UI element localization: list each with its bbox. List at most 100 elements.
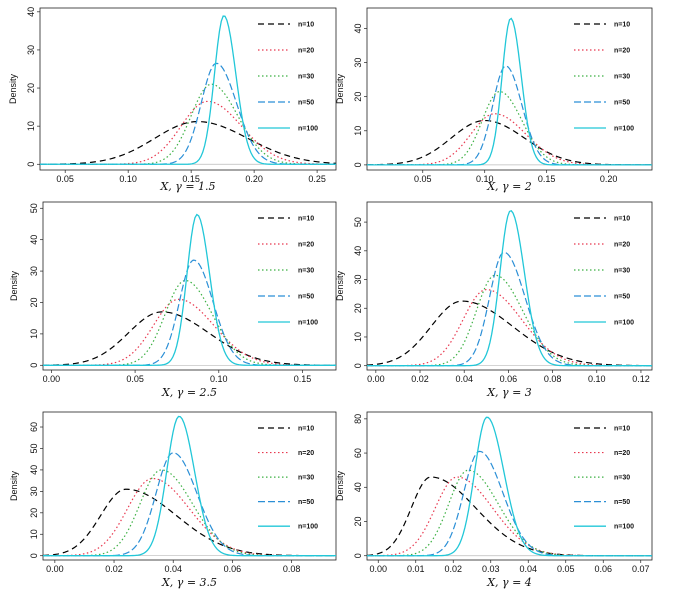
plot-frame <box>42 411 337 561</box>
y-tick-label: 10 <box>29 529 39 539</box>
x-tick-label: 0.05 <box>126 374 144 384</box>
density-curve-n100 <box>43 415 336 557</box>
y-axis-label: Density <box>8 73 18 104</box>
legend-label-n100: n=100 <box>614 320 634 327</box>
x-tick-label: 0.15 <box>294 374 312 384</box>
y-axis-label: Density <box>335 470 345 501</box>
x-tick-label: 0.04 <box>519 564 537 574</box>
density-panel-2: 0.05 0.10 0.15 0.20 0 10 20 30 40 Density X, γ = 2… <box>335 7 653 193</box>
density-curve-n100 <box>367 17 652 166</box>
legend-label-n30: n=30 <box>298 268 314 275</box>
legend-label-n20: n=20 <box>614 242 630 249</box>
legend-label-n20: n=20 <box>298 242 314 249</box>
legend-label-n10: n=10 <box>298 22 314 29</box>
x-axis-label: X, γ = 3 <box>486 386 532 399</box>
density-curve-n30 <box>367 274 652 367</box>
legend-label-n100: n=100 <box>298 126 318 133</box>
y-tick-label: 10 <box>29 329 39 339</box>
plot-frame <box>39 7 337 171</box>
x-tick-label: 0.02 <box>411 374 429 384</box>
plot-frame <box>42 201 337 371</box>
y-tick-label: 0 <box>353 162 363 167</box>
x-tick-label: 0.10 <box>476 174 494 184</box>
x-tick-label: 0.02 <box>105 564 123 574</box>
x-tick-label: 0.12 <box>632 374 650 384</box>
density-panel-1: 0.05 0.10 0.15 0.20 0.25 0 10 20 30 40 Density X, γ… <box>8 7 337 193</box>
x-axis-label: X, γ = 1.5 <box>159 180 215 193</box>
legend-label-n10: n=10 <box>614 426 630 433</box>
y-tick-label: 10 <box>353 126 363 136</box>
x-tick-label: 0.25 <box>308 174 326 184</box>
density-curve-n20 <box>43 477 336 557</box>
density-curve-n10 <box>367 300 652 367</box>
y-axis-label: Density <box>335 73 345 104</box>
y-tick-label: 80 <box>353 414 363 424</box>
legend-label-n10: n=10 <box>298 216 314 223</box>
legend-label-n10: n=10 <box>614 22 630 29</box>
density-curve-n100 <box>367 210 652 367</box>
legend-label-n20: n=20 <box>614 48 630 55</box>
x-tick-label: 0.15 <box>538 174 556 184</box>
x-axis-label: X, γ = 4 <box>486 576 532 589</box>
y-tick-label: 60 <box>29 422 39 432</box>
legend-label-n30: n=30 <box>614 475 630 482</box>
x-tick-label: 0.10 <box>588 374 606 384</box>
y-tick-label: 0 <box>29 363 39 368</box>
x-tick-label: 0.20 <box>600 174 618 184</box>
y-tick-label: 10 <box>26 121 36 131</box>
x-tick-label: 0.00 <box>46 564 64 574</box>
legend-label-n20: n=20 <box>298 450 314 457</box>
x-tick-label: 0.07 <box>632 564 650 574</box>
density-curve-n50 <box>367 450 652 557</box>
density-curve-n100 <box>43 213 336 366</box>
legend-label-n50: n=50 <box>614 100 630 107</box>
y-tick-label: 0 <box>353 553 363 558</box>
density-curve-n20 <box>43 298 336 366</box>
legend-label-n100: n=100 <box>298 524 318 531</box>
legend-label-n10: n=10 <box>298 426 314 433</box>
plot-frame <box>366 411 653 561</box>
density-curve-n10 <box>367 119 652 166</box>
density-curve-n30 <box>43 279 336 366</box>
x-tick-label: 0.08 <box>544 374 562 384</box>
plot-frame <box>366 7 653 171</box>
y-tick-label: 30 <box>29 266 39 276</box>
y-tick-label: 50 <box>353 217 363 227</box>
density-curve-n50 <box>43 452 336 557</box>
density-curve-n20 <box>367 113 652 166</box>
legend-label-n30: n=30 <box>298 475 314 482</box>
x-tick-label: 0.06 <box>500 374 518 384</box>
legend-label-n50: n=50 <box>298 100 314 107</box>
legend-label-n10: n=10 <box>614 216 630 223</box>
y-tick-label: 40 <box>26 7 36 17</box>
y-tick-label: 0 <box>353 363 363 368</box>
legend-label-n30: n=30 <box>614 74 630 81</box>
y-axis-label: Density <box>335 270 345 301</box>
legend-label-n30: n=30 <box>614 268 630 275</box>
density-curve-n50 <box>367 65 652 166</box>
legend-label-n50: n=50 <box>298 499 314 506</box>
legend-label-n20: n=20 <box>614 450 630 457</box>
y-tick-label: 60 <box>353 448 363 458</box>
legend-label-n100: n=100 <box>614 126 634 133</box>
plot-frame <box>366 201 653 371</box>
density-panel-4: 0.00 0.02 0.04 0.06 0.08 0.10 0.12 0 10 20 30 40 50 D… <box>335 201 653 399</box>
density-curve-n30 <box>40 83 336 165</box>
density-curve-n50 <box>367 251 652 367</box>
x-tick-label: 0.03 <box>482 564 500 574</box>
x-tick-label: 0.06 <box>224 564 242 574</box>
density-curve-n50 <box>40 62 336 165</box>
x-tick-label: 0.00 <box>43 374 61 384</box>
y-tick-label: 20 <box>29 297 39 307</box>
density-curve-n100 <box>367 416 652 557</box>
x-tick-label: 0.06 <box>594 564 612 574</box>
density-panel-5: 0.00 0.02 0.04 0.06 0.08 0 10 20 30 40 50 60 Density… <box>9 411 337 589</box>
density-curve-n100 <box>40 15 336 165</box>
density-curve-n10 <box>43 311 336 366</box>
density-curve-n30 <box>43 469 336 557</box>
y-tick-label: 20 <box>353 92 363 102</box>
y-tick-label: 20 <box>353 303 363 313</box>
density-panel-3: 0.00 0.05 0.10 0.15 0 10 20 30 40 50 Density X, γ =… <box>9 201 337 399</box>
x-tick-label: 0.01 <box>407 564 425 574</box>
